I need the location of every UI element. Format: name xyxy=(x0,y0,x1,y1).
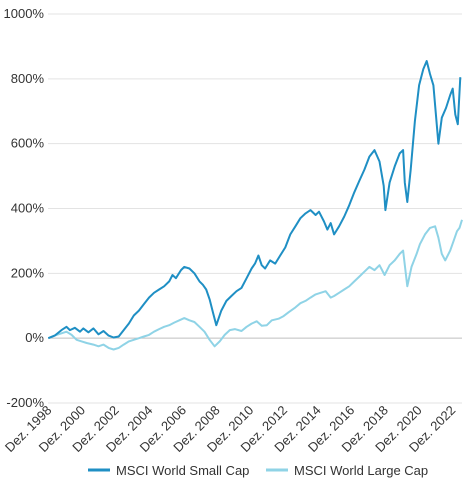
y-tick-label: -200% xyxy=(6,395,44,410)
series-line-large-cap xyxy=(47,219,463,351)
y-tick-label: 1000% xyxy=(4,6,45,21)
series-lines xyxy=(47,60,463,351)
legend: MSCI World Small Cap MSCI World Large Ca… xyxy=(88,463,428,478)
gridlines xyxy=(48,13,462,404)
legend-label-small-cap: MSCI World Small Cap xyxy=(116,463,249,478)
y-tick-label: 200% xyxy=(11,265,45,280)
y-tick-label: 600% xyxy=(11,136,45,151)
legend-label-large-cap: MSCI World Large Cap xyxy=(294,463,428,478)
y-tick-label: 800% xyxy=(11,71,45,86)
y-axis-ticks: 1000% 800% 600% 400% 200% 0% -200% xyxy=(4,6,45,410)
series-line-small-cap xyxy=(47,60,462,340)
y-tick-label: 400% xyxy=(11,201,45,216)
y-tick-label: 0% xyxy=(25,330,44,345)
